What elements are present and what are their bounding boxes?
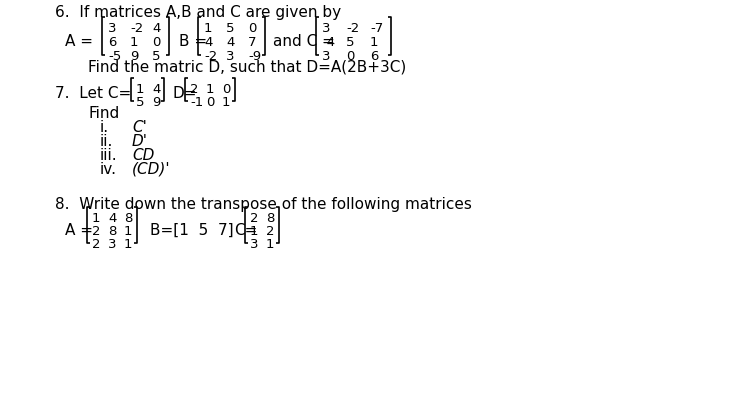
Text: B=[1  5  7]: B=[1 5 7] [150, 223, 234, 237]
Text: and C =: and C = [273, 34, 334, 49]
Text: 3: 3 [108, 22, 116, 35]
Text: 0: 0 [152, 36, 160, 49]
Text: 4: 4 [152, 22, 160, 35]
Text: 6: 6 [370, 50, 378, 63]
Text: -1: -1 [190, 96, 203, 109]
Text: A =: A = [65, 223, 93, 237]
Text: 8.  Write down the transpose of the following matrices: 8. Write down the transpose of the follo… [55, 196, 472, 211]
Text: 7: 7 [248, 36, 256, 49]
Text: 9: 9 [152, 96, 160, 109]
Text: 1: 1 [130, 36, 139, 49]
Text: -5: -5 [108, 50, 122, 63]
Text: 4: 4 [204, 36, 212, 49]
Text: 0: 0 [248, 22, 256, 35]
Text: 1: 1 [370, 36, 379, 49]
Text: -2: -2 [346, 22, 359, 35]
Text: 1: 1 [204, 22, 212, 35]
Text: 0: 0 [206, 96, 214, 109]
Text: 1: 1 [92, 211, 100, 225]
Text: 3: 3 [322, 22, 331, 35]
Text: 1: 1 [266, 237, 274, 250]
Text: CD: CD [132, 148, 154, 162]
Text: (CD)': (CD)' [132, 162, 170, 176]
Text: 2: 2 [250, 211, 259, 225]
Text: 0: 0 [346, 50, 354, 63]
Text: D=: D= [172, 86, 196, 101]
Text: Find: Find [88, 106, 119, 121]
Text: iii.: iii. [100, 148, 118, 162]
Text: C=: C= [234, 223, 257, 237]
Text: -9: -9 [248, 50, 261, 63]
Text: 1: 1 [136, 83, 145, 96]
Text: 5: 5 [226, 22, 235, 35]
Text: 2: 2 [190, 83, 199, 96]
Text: 2: 2 [92, 225, 100, 237]
Text: A =: A = [65, 34, 93, 49]
Text: 4: 4 [226, 36, 234, 49]
Text: -2: -2 [130, 22, 143, 35]
Text: 8: 8 [108, 225, 116, 237]
Text: 1: 1 [222, 96, 230, 109]
Text: C': C' [132, 120, 147, 135]
Text: 1: 1 [250, 225, 259, 237]
Text: 8: 8 [124, 211, 132, 225]
Text: -7: -7 [370, 22, 383, 35]
Text: 4: 4 [108, 211, 116, 225]
Text: 4: 4 [152, 83, 160, 96]
Text: i.: i. [100, 120, 109, 135]
Text: 3: 3 [322, 50, 331, 63]
Text: Find the matric D, such that D=A(2B+3C): Find the matric D, such that D=A(2B+3C) [88, 59, 407, 74]
Text: -2: -2 [204, 50, 218, 63]
Text: iv.: iv. [100, 162, 117, 176]
Text: 6: 6 [108, 36, 116, 49]
Text: 5: 5 [346, 36, 355, 49]
Text: 1: 1 [124, 225, 133, 237]
Text: 7.  Let C=: 7. Let C= [55, 86, 131, 101]
Text: 2: 2 [266, 225, 274, 237]
Text: 1: 1 [124, 237, 133, 250]
Text: 3: 3 [108, 237, 116, 250]
Text: 1: 1 [206, 83, 214, 96]
Text: 3: 3 [226, 50, 235, 63]
Text: 9: 9 [130, 50, 138, 63]
Text: D': D' [132, 134, 148, 149]
Text: 3: 3 [250, 237, 259, 250]
Text: ii.: ii. [100, 134, 113, 149]
Text: B =: B = [179, 34, 207, 49]
Text: 5: 5 [136, 96, 145, 109]
Text: 5: 5 [152, 50, 160, 63]
Text: 0: 0 [222, 83, 230, 96]
Text: -4: -4 [322, 36, 335, 49]
Text: 6.  If matrices A,B and C are given by: 6. If matrices A,B and C are given by [55, 5, 341, 20]
Text: 8: 8 [266, 211, 274, 225]
Text: 2: 2 [92, 237, 100, 250]
